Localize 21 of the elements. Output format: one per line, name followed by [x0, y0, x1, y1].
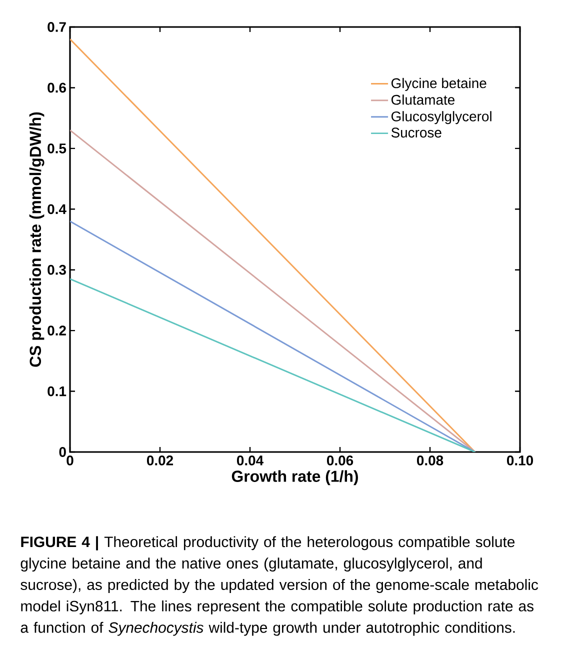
y-axis-title: CS production rate (mmol/gDW/h)	[29, 112, 44, 367]
y-tick-label: 0.4	[48, 204, 66, 214]
x-tick-label: 0	[66, 456, 74, 466]
x-tick-label: 0.04	[236, 456, 264, 466]
x-tick-label: 0.02	[146, 456, 174, 466]
y-tick-label: 0.3	[48, 264, 66, 275]
legend-label: Glutamate	[391, 94, 455, 105]
y-tick-label: 0	[59, 447, 66, 457]
x-axis-title: Growth rate (1/h)	[232, 470, 358, 486]
x-tick-label: 0.10	[506, 456, 534, 466]
legend-label: Glycine betaine	[391, 78, 486, 91]
legend-label: Sucrose	[391, 128, 442, 138]
y-tick-label: 0.6	[48, 82, 66, 93]
legend-label: Glucosylglycerol	[391, 111, 492, 124]
y-tick-label: 0.2	[48, 326, 66, 336]
y-tick-label: 0.7	[48, 22, 66, 32]
text: FIGURE 4 | Theoretical productivity of the heterologous compatible solute glycine betaine and the native ones (glutamate, glucosylglycerol, and sucrose), as predicted by the updated version of the genome-scale metabolic model iSyn811. The lines represent the compatible solute production rate as a function of Synechocystis wild-type growth under autotrophic conditions.	[20, 536, 538, 636]
x-tick-label: 0.06	[326, 456, 354, 466]
y-tick-label: 0.5	[48, 143, 66, 154]
y-tick-label: 0.1	[48, 386, 66, 396]
x-tick-label: 0.08	[416, 456, 444, 466]
